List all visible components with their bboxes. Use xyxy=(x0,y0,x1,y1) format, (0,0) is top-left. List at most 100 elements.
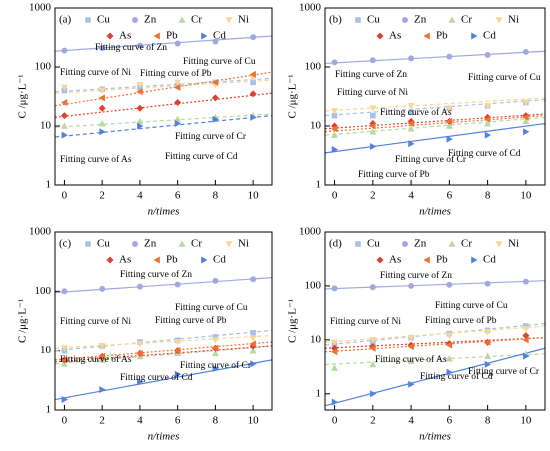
y-tick-label: 1 xyxy=(316,179,322,191)
point xyxy=(61,288,68,295)
point xyxy=(331,145,339,153)
y-axis-label: C /μg·L⁻¹ xyxy=(287,299,299,343)
fit-line xyxy=(55,341,272,361)
point xyxy=(408,282,415,289)
point xyxy=(484,338,491,346)
x-tick-label: 0 xyxy=(332,415,338,427)
plot-frame xyxy=(324,231,546,411)
legend-marker xyxy=(225,241,233,248)
y-tick-label: 10 xyxy=(310,333,322,345)
x-tick-label: 6 xyxy=(447,190,453,202)
point xyxy=(174,99,182,107)
point xyxy=(98,94,105,102)
point xyxy=(407,343,414,351)
legend-marker xyxy=(85,241,91,247)
point xyxy=(98,120,106,127)
x-tick-label: 4 xyxy=(137,415,143,427)
plot-area xyxy=(55,276,272,404)
point xyxy=(370,112,376,119)
fit-line xyxy=(55,345,272,365)
y-tick-label: 10 xyxy=(40,344,52,356)
fit-line xyxy=(325,50,545,65)
legend-label: As xyxy=(119,254,131,266)
point xyxy=(369,122,376,130)
point xyxy=(407,120,414,128)
point xyxy=(408,109,414,116)
legend-label: Cd xyxy=(483,254,496,266)
x-tick-label: 0 xyxy=(332,190,338,202)
fit-line xyxy=(325,347,545,407)
point xyxy=(136,117,144,125)
point xyxy=(484,329,492,336)
point xyxy=(407,357,415,365)
annotation: Fitting curve of Zn xyxy=(95,42,167,53)
legend-marker xyxy=(178,240,186,247)
fit-line xyxy=(55,92,272,118)
point xyxy=(445,332,453,340)
y-tick-label: 100 xyxy=(35,285,52,297)
legend-marker xyxy=(225,17,233,24)
fit-line xyxy=(325,325,545,343)
legend-marker xyxy=(178,16,186,23)
annotation: Fitting curve of Cd xyxy=(420,371,493,382)
point xyxy=(407,125,415,132)
legend-label: Cu xyxy=(97,238,110,250)
legend-label: Zn xyxy=(414,14,427,26)
annotation: Fitting curve of Cu xyxy=(468,72,541,83)
point xyxy=(249,347,257,354)
point xyxy=(137,378,144,386)
panel: 1 10 100 1000 0 2 4 6 8 10 n/times C /μg·L⁻¹ (c) Cu Zn… xyxy=(17,226,273,443)
annotation: Fitting curve of Cr xyxy=(175,131,247,142)
point xyxy=(484,51,491,58)
point xyxy=(174,347,181,355)
annotation: Fitting curve of As xyxy=(380,107,452,118)
point xyxy=(60,112,68,120)
annotation: Fitting curve of Ni xyxy=(337,87,408,98)
annotation: Fitting curve of Cd xyxy=(165,151,238,162)
x-tick-label: 8 xyxy=(213,190,219,202)
fit-line xyxy=(325,116,545,136)
annotation: Fitting curve of Zn xyxy=(335,69,407,80)
x-tick-label: 10 xyxy=(520,415,532,427)
point xyxy=(331,125,338,133)
y-tick-label: 1 xyxy=(316,387,322,399)
plot-frame xyxy=(54,231,273,411)
x-tick-label: 10 xyxy=(248,190,260,202)
y-tick-label: 100 xyxy=(305,61,322,73)
point xyxy=(211,94,219,102)
point xyxy=(136,349,143,357)
legend-marker xyxy=(106,32,114,40)
point xyxy=(136,283,143,290)
point xyxy=(523,128,530,136)
point xyxy=(369,344,376,352)
annotation: Fitting curve of Cd xyxy=(120,372,193,383)
point xyxy=(60,360,68,367)
annotation: Fitting curve of Pb xyxy=(140,68,212,79)
point xyxy=(446,135,453,143)
fit-line xyxy=(325,115,545,133)
point xyxy=(174,40,181,47)
fit-line xyxy=(55,334,272,349)
annotation: Fitting curve of Pb xyxy=(358,169,430,180)
point xyxy=(446,53,453,60)
legend-marker xyxy=(376,32,384,40)
point xyxy=(331,131,339,138)
point xyxy=(331,59,338,66)
fit-line xyxy=(325,97,545,112)
fit-line xyxy=(325,337,545,353)
legend-label: Ni xyxy=(238,238,249,250)
point xyxy=(211,344,219,352)
point xyxy=(522,117,530,125)
x-tick-label: 2 xyxy=(99,415,105,427)
point xyxy=(98,87,106,94)
fit-line xyxy=(55,79,272,94)
legend-label: Cd xyxy=(213,254,226,266)
legend-marker xyxy=(448,16,456,23)
point xyxy=(369,57,376,64)
fit-line xyxy=(325,323,545,346)
panel: 1 10 100 1000 0 2 4 6 8 10 n/times C /μg·L⁻¹ (d) Cu Zn… xyxy=(287,226,546,443)
y-tick-label: 1000 xyxy=(299,2,322,14)
point xyxy=(174,370,182,378)
point xyxy=(60,356,68,364)
